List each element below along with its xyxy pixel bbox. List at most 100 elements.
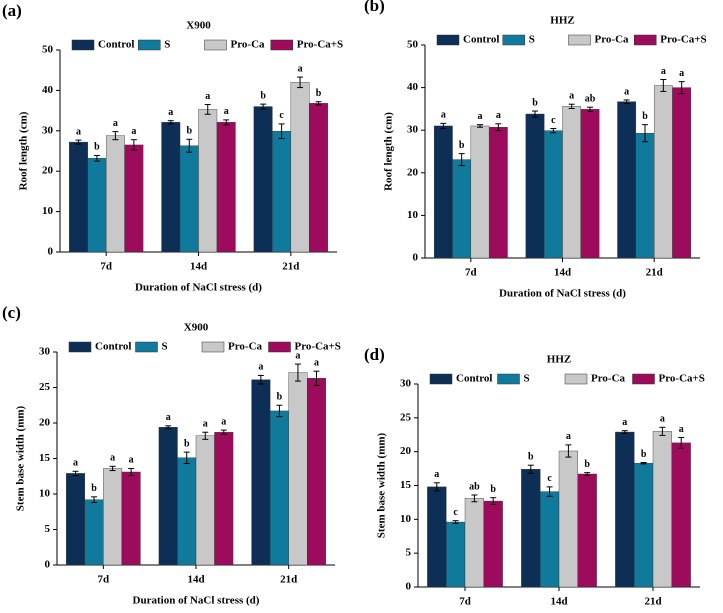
bar: [445, 521, 466, 588]
bar: [558, 450, 578, 588]
bar: [433, 125, 453, 259]
error-bar: [294, 363, 301, 382]
significance-letter: a: [113, 118, 118, 129]
legend-swatch: [436, 34, 460, 46]
error-bar: [440, 122, 447, 129]
error-bar: [167, 120, 174, 125]
y-tick-label: 0: [406, 581, 412, 593]
y-tick-label: 0: [45, 559, 51, 571]
significance-letter: a: [624, 86, 629, 97]
bar: [269, 410, 289, 566]
error-bar: [660, 79, 667, 92]
error-bar: [204, 104, 211, 115]
error-bar: [642, 124, 648, 143]
error-bar: [527, 464, 534, 474]
legend-swatch: [204, 39, 227, 51]
error-bar: [165, 425, 172, 430]
significance-letter: a: [205, 91, 210, 102]
significance-letter: a: [203, 419, 208, 430]
error-bar: [490, 497, 497, 505]
legend-swatch: [138, 39, 161, 51]
y-tick-label: 50: [407, 39, 419, 51]
x-tick-label: 21d: [282, 261, 299, 273]
panel: (a) X900 Roof length (cm) Duration of NaCl …: [2, 1, 343, 294]
y-tick-label: 0: [48, 246, 54, 258]
legend-swatch: [564, 373, 588, 385]
panel-label: (d): [364, 345, 385, 364]
significance-letter: b: [277, 392, 283, 403]
bar: [464, 498, 484, 588]
y-tick-label: 25: [39, 381, 51, 393]
legend-swatch: [68, 341, 92, 353]
x-tick-label: 7d: [100, 261, 112, 273]
bar: [635, 132, 655, 259]
panel-label: (b): [364, 0, 385, 15]
bar: [427, 486, 447, 588]
error-bar: [546, 486, 553, 497]
significance-letter: b: [490, 484, 496, 495]
bar: [288, 372, 308, 566]
error-bar: [621, 430, 628, 434]
significance-letter: a: [76, 126, 81, 137]
error-bar: [623, 99, 630, 104]
y-tick-label: 0: [413, 252, 419, 264]
legend-label: Pro-Ca: [228, 341, 263, 353]
significance-letter: a: [569, 91, 574, 102]
bar: [653, 85, 673, 259]
error-bar: [93, 154, 100, 162]
significance-letter: c: [547, 473, 552, 484]
significance-letter: b: [94, 142, 100, 153]
panel-label: (c): [2, 303, 21, 322]
significance-letter: a: [295, 350, 300, 361]
significance-letter: a: [166, 412, 171, 423]
significance-letter: a: [129, 455, 134, 466]
significance-letter: b: [641, 449, 647, 460]
significance-letter: a: [496, 110, 501, 121]
panel: (c) X900 Stem base width (mm) Duration of N…: [2, 303, 341, 607]
error-bar: [276, 404, 283, 418]
legend-label: S: [162, 341, 168, 353]
legend-label: S: [529, 34, 535, 46]
y-tick-label: 10: [400, 513, 412, 525]
bar: [103, 468, 123, 566]
significance-letter: b: [532, 97, 538, 108]
significance-letter: a: [478, 111, 483, 122]
error-bar: [186, 138, 193, 153]
significance-letter: a: [660, 414, 665, 425]
significance-letter: a: [224, 106, 229, 117]
error-bar: [587, 106, 593, 112]
error-bar: [640, 461, 647, 465]
bar: [672, 87, 692, 259]
error-bar: [433, 482, 440, 492]
legend-swatch: [270, 39, 293, 51]
error-bar: [568, 103, 575, 109]
x-tick-label: 14d: [187, 574, 204, 586]
bar: [198, 109, 218, 253]
bar: [562, 106, 582, 259]
error-bar: [315, 101, 322, 106]
y-tick-label: 30: [407, 124, 419, 136]
bar: [216, 122, 236, 253]
significance-letter: a: [168, 107, 173, 118]
significance-letter: c: [279, 110, 284, 121]
legend-label: Pro-Ca: [231, 39, 266, 51]
significance-letter: a: [221, 416, 226, 427]
panel-label: (a): [2, 1, 22, 20]
legend-label: Pro-Ca+S: [295, 341, 341, 353]
legend-swatch: [497, 373, 520, 385]
error-bar: [130, 139, 137, 151]
bar: [195, 435, 215, 566]
bar: [521, 469, 541, 588]
bar: [124, 144, 144, 253]
significance-letter: a: [73, 458, 78, 469]
significance-letter: a: [661, 66, 666, 77]
error-bar: [220, 429, 227, 435]
y-tick-label: 30: [39, 346, 51, 358]
x-tick-label: 14d: [554, 267, 571, 279]
bar: [179, 145, 199, 253]
significance-letter: a: [566, 431, 571, 442]
bar: [84, 499, 104, 566]
error-bar: [260, 103, 267, 110]
